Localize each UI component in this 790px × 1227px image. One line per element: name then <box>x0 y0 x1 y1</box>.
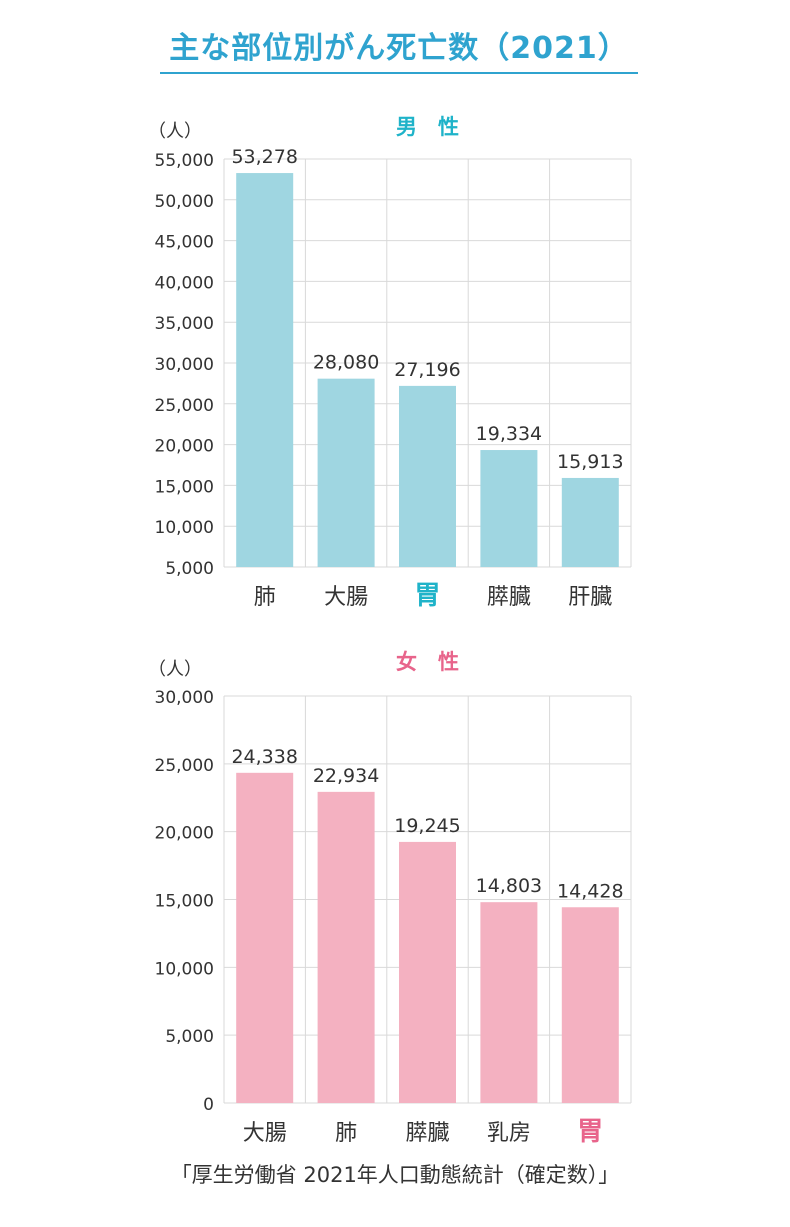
bar-value-label: 24,338 <box>231 746 297 768</box>
y-tick-label: 25,000 <box>155 756 214 776</box>
male-deaths-bar-chart: 男 性 （人） 5,000 10,000 15,000 20,000 25,000 30,00… <box>148 115 632 611</box>
female-deaths-bar-chart: 女 性 （人） 0 5,000 10,000 15,000 20,000 25,000 30,0… <box>148 650 632 1147</box>
y-tick-label: 40,000 <box>155 273 214 293</box>
bar-value-label: 53,278 <box>231 146 297 168</box>
category-label: 乳房 <box>487 1121 531 1146</box>
y-tick-label: 30,000 <box>155 688 214 708</box>
bar-3 <box>480 450 538 567</box>
bar-value-label: 14,803 <box>476 875 542 897</box>
category-label: 膵臓 <box>405 1121 449 1146</box>
y-tick-label: 50,000 <box>155 192 214 212</box>
category-label: 胃 <box>577 1117 603 1147</box>
bar-3 <box>480 902 538 1103</box>
y-tick-label: 10,000 <box>155 518 214 538</box>
category-label: 膵臓 <box>487 585 531 610</box>
bar-value-label: 19,245 <box>394 815 460 837</box>
y-axis-unit-label: （人） <box>148 121 202 142</box>
title-underline <box>160 72 638 74</box>
y-tick-label: 15,000 <box>155 892 214 912</box>
category-label: 肺 <box>254 585 276 610</box>
y-tick-label: 0 <box>203 1095 214 1115</box>
y-tick-label: 20,000 <box>155 824 214 844</box>
source-note: 「厚生労働省 2021年人口動態統計（確定数）」 <box>170 1163 620 1187</box>
bar-value-label: 19,334 <box>476 423 542 445</box>
y-tick-label: 55,000 <box>155 151 214 171</box>
bar-value-label: 27,196 <box>394 359 460 381</box>
y-tick-label: 25,000 <box>155 396 214 416</box>
bar-0 <box>236 772 294 1103</box>
chart-title: 男 性 <box>396 115 459 139</box>
page-title: 主な部位別がん死亡数（2021） <box>169 31 629 66</box>
bar-value-label: 22,934 <box>313 765 379 787</box>
y-axis-unit-label: （人） <box>148 659 202 680</box>
category-label: 肝臓 <box>568 585 612 610</box>
category-label: 胃 <box>414 581 440 611</box>
bar-1 <box>317 791 375 1103</box>
y-tick-label: 20,000 <box>155 437 214 457</box>
bar-value-label: 14,428 <box>557 880 623 902</box>
y-tick-label: 15,000 <box>155 477 214 497</box>
y-tick-label: 5,000 <box>165 559 214 579</box>
category-label: 大腸 <box>324 585 368 610</box>
bar-4 <box>561 477 619 567</box>
y-tick-label: 30,000 <box>155 355 214 375</box>
bar-4 <box>561 907 619 1103</box>
y-tick-label: 5,000 <box>165 1027 214 1047</box>
y-tick-label: 35,000 <box>155 314 214 334</box>
bar-1 <box>317 378 375 567</box>
y-tick-label: 45,000 <box>155 233 214 253</box>
chart-title: 女 性 <box>396 650 459 674</box>
bar-2 <box>399 385 456 567</box>
category-label: 肺 <box>335 1121 357 1146</box>
bar-value-label: 15,913 <box>557 451 623 473</box>
bar-2 <box>399 841 456 1103</box>
category-label: 大腸 <box>243 1121 287 1146</box>
bar-0 <box>236 173 294 567</box>
y-tick-label: 10,000 <box>155 959 214 979</box>
bar-value-label: 28,080 <box>313 352 379 374</box>
